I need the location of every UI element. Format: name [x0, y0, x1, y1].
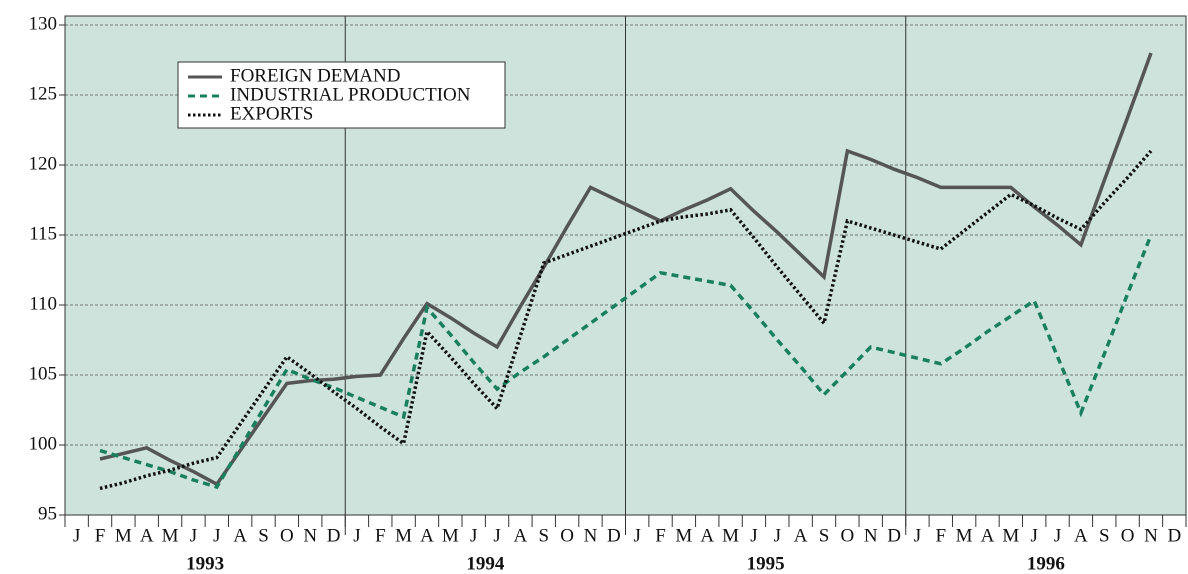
x-tick-label: O — [1121, 525, 1135, 546]
legend-box — [177, 61, 506, 129]
y-tick-label: 120 — [29, 153, 58, 174]
x-tick-label: F — [95, 525, 106, 546]
x-tick-label: A — [700, 525, 714, 546]
x-tick-label: M — [395, 525, 412, 546]
x-tick-label: O — [280, 525, 294, 546]
y-tick-label: 100 — [29, 433, 58, 454]
x-tick-label: F — [935, 525, 946, 546]
x-tick-label: S — [258, 525, 269, 546]
x-tick-label: D — [327, 525, 341, 546]
series-line — [99, 52, 1153, 487]
x-tick-label: A — [514, 525, 528, 546]
year-label: 1996 — [1027, 553, 1065, 574]
year-label: 1995 — [747, 553, 785, 574]
x-tick-label: J — [633, 525, 640, 546]
x-tick-label: M — [722, 525, 739, 546]
x-tick-label: A — [233, 525, 247, 546]
series-line — [99, 149, 1153, 491]
x-tick-label: D — [1167, 525, 1181, 546]
x-tick-label: J — [470, 525, 477, 546]
legend-label: INDUSTRIAL PRODUCTION — [230, 84, 471, 105]
x-tick-label: S — [1099, 525, 1110, 546]
legend-label: EXPORTS — [230, 103, 313, 124]
y-tick-label: 130 — [29, 13, 58, 34]
x-tick-label: A — [794, 525, 808, 546]
series-line — [99, 234, 1153, 490]
year-label: 1993 — [186, 553, 224, 574]
x-tick-label: M — [162, 525, 179, 546]
x-tick-label: N — [584, 525, 598, 546]
x-tick-label: M — [675, 525, 692, 546]
y-tick-label: 125 — [29, 83, 58, 104]
x-tick-label: J — [750, 525, 757, 546]
x-tick-label: A — [420, 525, 434, 546]
x-tick-label: M — [115, 525, 132, 546]
x-tick-label: A — [1074, 525, 1088, 546]
x-tick-label: N — [1144, 525, 1158, 546]
y-tick-label: 110 — [29, 293, 57, 314]
x-tick-label: N — [864, 525, 878, 546]
x-tick-label: S — [538, 525, 549, 546]
x-tick-label: S — [819, 525, 830, 546]
x-tick-label: J — [1030, 525, 1037, 546]
x-tick-label: J — [73, 525, 80, 546]
x-tick-label: O — [560, 525, 574, 546]
x-tick-label: J — [1054, 525, 1061, 546]
x-tick-label: D — [607, 525, 621, 546]
x-tick-label: J — [493, 525, 500, 546]
x-tick-label: M — [442, 525, 459, 546]
y-tick-label: 105 — [29, 363, 58, 384]
legend-label: FOREIGN DEMAND — [230, 65, 400, 86]
x-tick-label: A — [140, 525, 154, 546]
y-tick-label: 115 — [29, 223, 57, 244]
x-tick-label: J — [774, 525, 781, 546]
x-tick-label: M — [956, 525, 973, 546]
x-tick-label: J — [190, 525, 197, 546]
x-tick-label: N — [303, 525, 317, 546]
x-tick-label: A — [981, 525, 995, 546]
x-tick-label: J — [353, 525, 360, 546]
year-label: 1994 — [466, 553, 505, 574]
x-tick-label: F — [655, 525, 666, 546]
x-tick-label: J — [914, 525, 921, 546]
y-tick-label: 95 — [38, 503, 57, 524]
x-tick-label: D — [887, 525, 901, 546]
x-tick-label: J — [213, 525, 220, 546]
x-tick-label: F — [375, 525, 386, 546]
x-tick-label: M — [1002, 525, 1019, 546]
x-tick-label: O — [840, 525, 854, 546]
